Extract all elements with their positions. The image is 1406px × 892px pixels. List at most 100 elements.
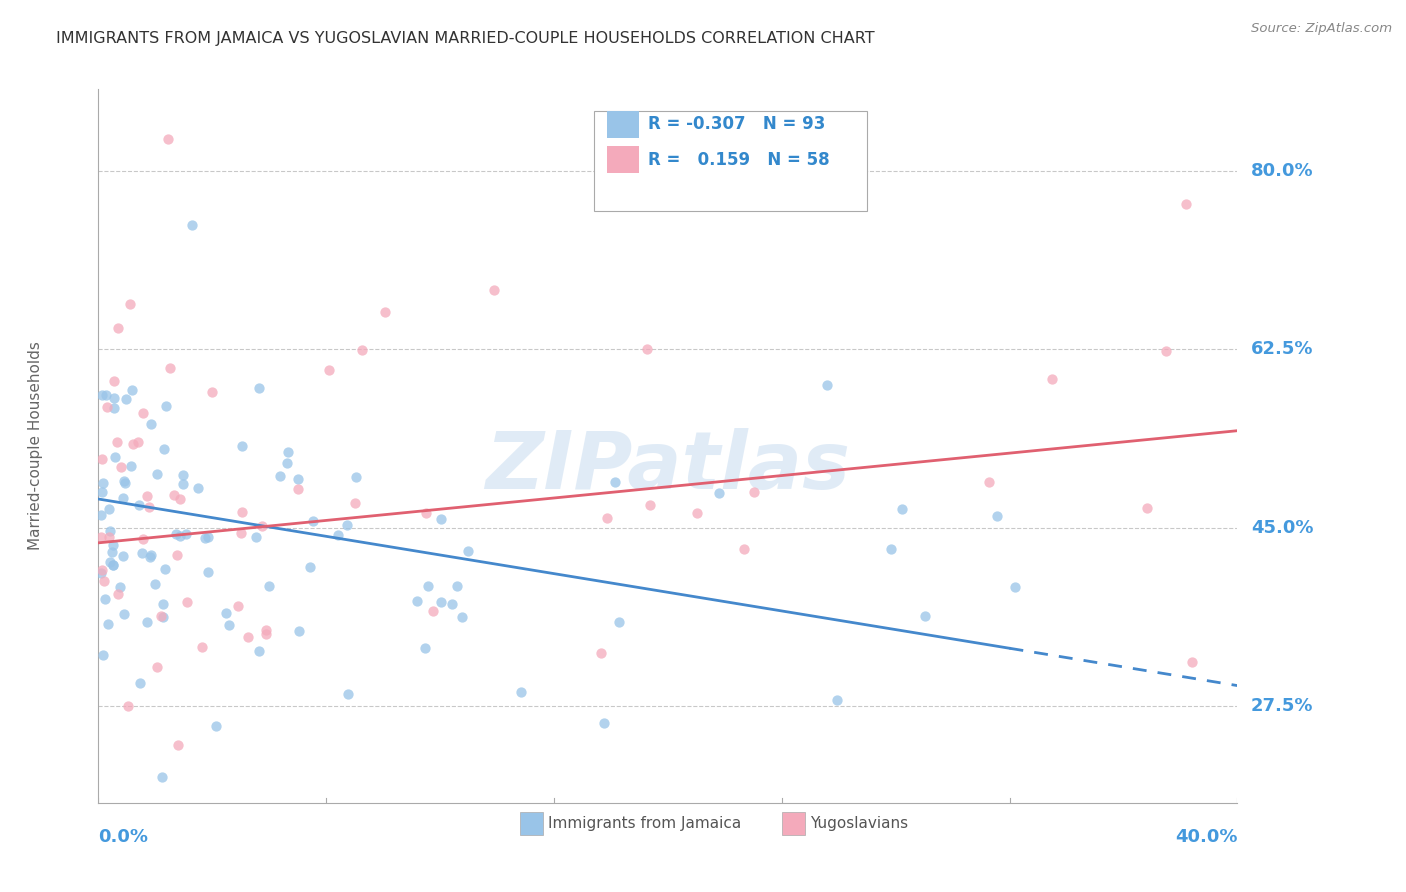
Point: [406, 594, 429, 608]
Point: [607, 615, 630, 629]
Text: R =   0.159   N = 58: R = 0.159 N = 58: [648, 151, 830, 169]
Point: [108, 580, 131, 594]
Point: [194, 532, 217, 546]
Point: [93, 574, 115, 589]
Point: [110, 459, 132, 474]
Point: [155, 399, 177, 413]
Point: [100, 555, 122, 569]
Point: [97, 616, 120, 631]
Point: [638, 498, 661, 512]
Point: [153, 442, 176, 456]
Point: [165, 526, 187, 541]
Text: ZIPatlas: ZIPatlas: [485, 428, 851, 507]
Point: [103, 401, 125, 416]
Point: [138, 500, 160, 514]
Point: [146, 467, 169, 482]
Point: [457, 544, 479, 558]
Point: [101, 558, 124, 572]
Point: [1181, 656, 1204, 670]
Point: [90, 530, 112, 544]
Text: Source: ZipAtlas.com: Source: ZipAtlas.com: [1251, 22, 1392, 36]
Text: R = -0.307   N = 93: R = -0.307 N = 93: [648, 115, 825, 133]
Point: [430, 512, 453, 526]
Point: [1040, 372, 1063, 386]
Text: Yugoslavians: Yugoslavians: [810, 816, 908, 831]
Bar: [607, 111, 640, 137]
Point: [277, 445, 299, 459]
Point: [121, 384, 143, 398]
Point: [218, 618, 240, 632]
Point: [231, 440, 253, 454]
Point: [226, 599, 249, 613]
Point: [90, 566, 112, 581]
Point: [139, 548, 162, 562]
Text: Married-couple Households: Married-couple Households: [28, 342, 44, 550]
Text: 62.5%: 62.5%: [1251, 340, 1313, 359]
Point: [128, 676, 150, 690]
Point: [744, 484, 766, 499]
Point: [98, 530, 121, 544]
Point: [733, 542, 755, 557]
Point: [94, 388, 117, 402]
Point: [589, 646, 612, 660]
Point: [98, 502, 121, 516]
Point: [128, 499, 150, 513]
Point: [229, 525, 252, 540]
Bar: [520, 812, 543, 835]
Point: [269, 469, 291, 483]
Point: [276, 457, 298, 471]
Point: [167, 738, 190, 752]
Bar: [782, 812, 804, 835]
Point: [413, 641, 436, 656]
Point: [891, 502, 914, 516]
Point: [299, 559, 322, 574]
Point: [197, 530, 219, 544]
Point: [117, 699, 139, 714]
Point: [101, 558, 124, 572]
Point: [159, 360, 181, 375]
Point: [201, 384, 224, 399]
Point: [914, 608, 936, 623]
Point: [250, 518, 273, 533]
Point: [197, 565, 219, 579]
Point: [318, 363, 340, 377]
Point: [236, 630, 259, 644]
Point: [709, 486, 731, 500]
Point: [136, 615, 159, 629]
Point: [596, 511, 619, 525]
Point: [146, 660, 169, 674]
Point: [90, 508, 112, 522]
Text: Immigrants from Jamaica: Immigrants from Jamaica: [548, 816, 741, 831]
Point: [287, 472, 309, 486]
Point: [107, 321, 129, 335]
Point: [150, 770, 173, 784]
Point: [1004, 580, 1026, 594]
Point: [91, 648, 114, 662]
Point: [90, 485, 112, 500]
Point: [446, 579, 468, 593]
Point: [190, 640, 212, 654]
Point: [118, 297, 141, 311]
Point: [114, 476, 136, 491]
Text: 80.0%: 80.0%: [1251, 161, 1313, 180]
Point: [90, 388, 112, 402]
Point: [205, 718, 228, 732]
Point: [111, 549, 134, 563]
Point: [174, 526, 197, 541]
Point: [111, 491, 134, 505]
Point: [90, 452, 112, 467]
Point: [247, 644, 270, 658]
Point: [986, 508, 1008, 523]
Point: [157, 132, 180, 146]
Point: [181, 219, 204, 233]
Text: 27.5%: 27.5%: [1251, 697, 1313, 715]
Point: [112, 474, 135, 488]
Point: [288, 624, 311, 639]
FancyBboxPatch shape: [593, 111, 868, 211]
Point: [593, 715, 616, 730]
Point: [153, 562, 176, 576]
Point: [509, 685, 531, 699]
Point: [96, 401, 118, 415]
Point: [166, 548, 188, 562]
Point: [422, 604, 444, 618]
